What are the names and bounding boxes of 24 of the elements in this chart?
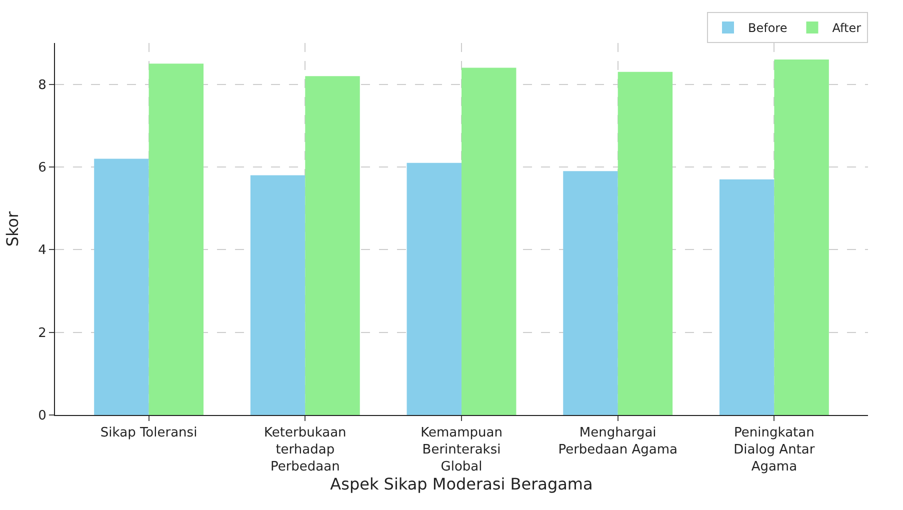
bar xyxy=(618,72,673,415)
bar xyxy=(250,175,306,415)
bar xyxy=(406,162,462,415)
bar xyxy=(774,60,829,415)
bar xyxy=(94,158,149,415)
x-tick-label: Menghargai Perbedaan Agama xyxy=(558,426,678,458)
bar xyxy=(563,171,618,415)
y-tick-label: 6 xyxy=(38,160,46,176)
y-axis-title: Skor xyxy=(3,210,22,247)
x-tick-label: Keterbukaan terhadap Perbedaan xyxy=(264,426,346,474)
y-tick-label: 8 xyxy=(38,78,46,93)
bar xyxy=(719,179,774,415)
y-tick-label: 4 xyxy=(38,243,46,258)
y-tick-label: 0 xyxy=(38,408,46,424)
y-tick-label: 2 xyxy=(38,326,46,341)
x-tick-label: Peningkatan Dialog Antar Agama xyxy=(734,426,816,474)
bar xyxy=(462,68,516,415)
x-tick-label: Sikap Toleransi xyxy=(100,426,198,441)
x-tick-label: Kemampuan Berinteraksi Global xyxy=(420,426,502,474)
legend-label: Before xyxy=(748,21,788,36)
legend-label: After xyxy=(832,21,862,36)
bar xyxy=(305,76,360,415)
bar xyxy=(148,64,204,415)
x-axis-title: Aspek Sikap Moderasi Beragama xyxy=(330,474,593,494)
